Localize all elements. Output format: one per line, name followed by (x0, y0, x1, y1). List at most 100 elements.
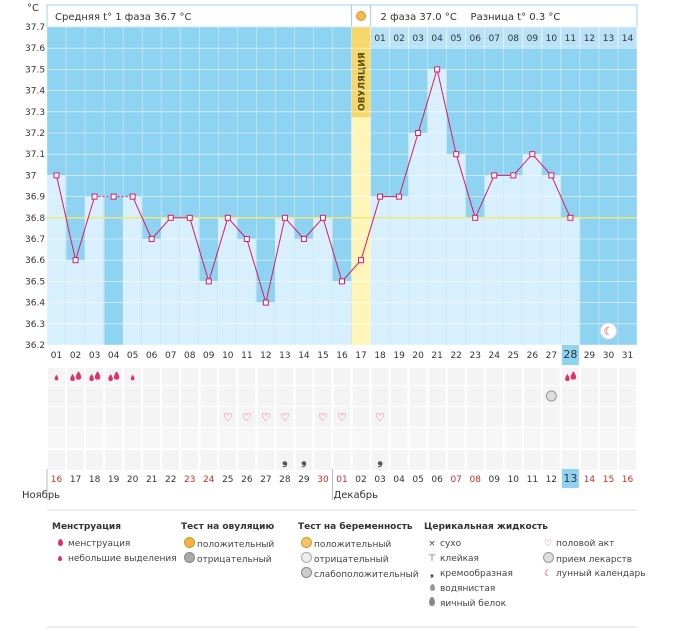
date-label: 19 (108, 475, 120, 485)
legend-item: яичный белок (424, 597, 548, 612)
legend-item: отрицательный (181, 552, 274, 567)
month-label: Декабрь (333, 490, 378, 501)
marker-cell (238, 386, 256, 406)
marker-cell (124, 450, 142, 470)
marker-cell (295, 428, 313, 448)
date-label: 09 (489, 475, 501, 485)
day-label: 23 (469, 351, 480, 361)
day-label: 05 (127, 351, 138, 361)
marker-cell (504, 368, 522, 385)
day-label: 27 (546, 351, 557, 361)
marker-cell (86, 428, 104, 448)
marker-cell (333, 428, 351, 448)
temperature-point (472, 214, 479, 221)
y-unit-label: °C (27, 3, 39, 14)
y-tick-label: 37.2 (25, 129, 45, 139)
temperature-point (529, 151, 536, 158)
marker-cell (428, 407, 446, 427)
day-label: 13 (279, 351, 290, 361)
y-tick-label: 36.4 (25, 299, 45, 309)
pill-icon (540, 552, 556, 568)
ovulation-label: ОВУЛЯЦИЯ (358, 52, 368, 111)
marker-cell (485, 386, 503, 406)
marker-cell (86, 368, 104, 385)
legend-item: ♡ половой акт (540, 537, 646, 552)
legend-item: менструация (52, 537, 177, 552)
marker-cell (371, 368, 389, 385)
date-label: 07 (450, 475, 461, 485)
temperature-line-segment (322, 217, 343, 282)
marker-cell (390, 407, 408, 427)
marker-cell (580, 368, 598, 385)
marker-cell (580, 407, 598, 427)
temperature-line-segment (132, 196, 153, 240)
creamy-fluid-icon: ❟ (377, 452, 383, 468)
day-label: 04 (108, 351, 120, 361)
date-label: 13 (563, 472, 577, 485)
marker-cell (561, 450, 579, 470)
pill-icon (545, 390, 557, 402)
marker-cell (466, 368, 484, 385)
y-tick-label: 36.7 (25, 235, 45, 245)
day-label: 20 (412, 351, 424, 361)
marker-cell (238, 428, 256, 448)
temperature-bar (370, 196, 390, 345)
marker-cell (295, 450, 313, 470)
y-tick-label: 36.5 (25, 277, 45, 287)
phase2-label: 2 фаза 37.0 °C (381, 12, 457, 23)
menstruation-drop-icon (565, 374, 570, 381)
heart-icon: ♡ (337, 411, 347, 424)
moon-icon: ☾ (543, 569, 553, 579)
marker-cell (542, 450, 560, 470)
temperature-line-segment (436, 69, 457, 155)
temperature-bar (142, 239, 161, 345)
legend-pregnancy: Тест на беременность положительный отриц… (298, 522, 419, 582)
marker-cell (238, 368, 256, 385)
ovulation-positive-icon (181, 537, 197, 553)
temperature-point (243, 236, 250, 242)
temperature-line-segment (550, 175, 571, 219)
marker-cell (143, 386, 161, 406)
marker-cell (181, 450, 199, 470)
drop-icon (52, 537, 68, 552)
marker-cell (352, 407, 370, 427)
legend-item: слабоположительный (298, 567, 419, 582)
date-label: 23 (184, 475, 195, 485)
temperature-line-segment (455, 154, 476, 218)
day-label: 30 (603, 351, 615, 361)
marker-cell (409, 386, 427, 406)
marker-cell (200, 407, 218, 427)
temperature-bar (446, 154, 466, 345)
marker-cell (295, 407, 313, 427)
marker-cell (314, 407, 332, 427)
marker-cell (295, 386, 313, 406)
temperature-point (396, 193, 403, 200)
marker-cell (333, 368, 351, 385)
temperature-line-segment (151, 217, 172, 240)
marker-cell (67, 407, 85, 427)
marker-cell (466, 450, 484, 470)
phase2-day-label: 02 (393, 34, 404, 44)
legend-other: . ♡половой акт прием лекарств ☾лунный ка… (540, 522, 646, 582)
y-tick-label: 37.6 (25, 44, 45, 54)
heart-icon: ♡ (543, 539, 553, 549)
marker-cell (314, 368, 332, 385)
highlight-day-cell (561, 345, 579, 365)
temperature-point (567, 214, 574, 221)
day-label: 01 (51, 351, 62, 361)
marker-cell (466, 407, 484, 427)
date-label: 21 (146, 475, 157, 485)
marker-cell (485, 450, 503, 470)
day-label: 09 (203, 351, 215, 361)
marker-cell (67, 428, 85, 448)
temperature-point (300, 236, 307, 242)
watery-icon (424, 582, 440, 597)
marker-cell (352, 386, 370, 406)
marker-cell (599, 428, 617, 448)
marker-cell (295, 368, 313, 385)
marker-cell (485, 407, 503, 427)
date-label: 06 (431, 475, 443, 485)
marker-cell (352, 450, 370, 470)
